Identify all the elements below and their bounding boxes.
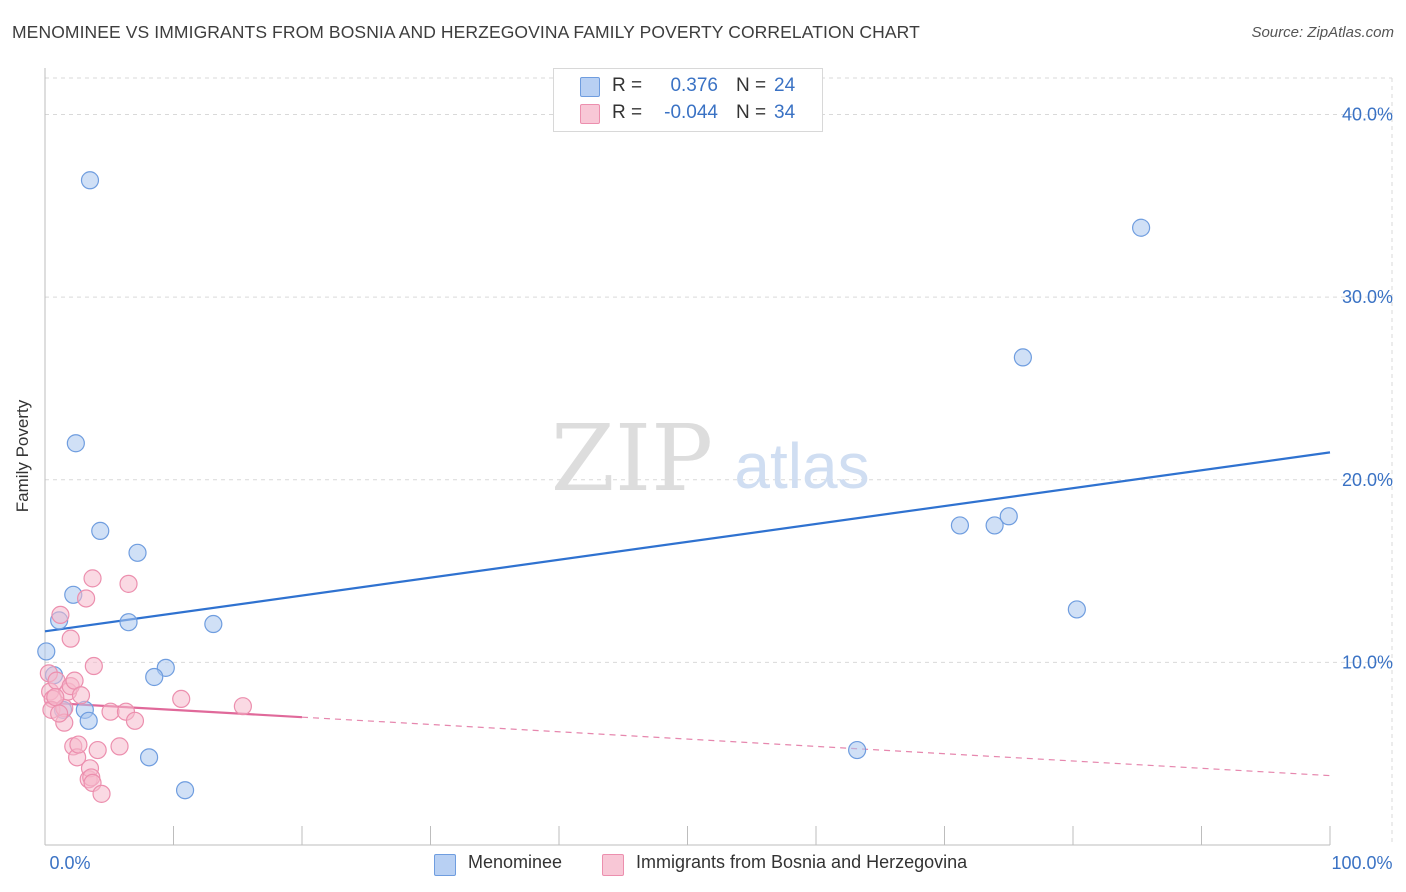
menominee-point <box>80 171 100 190</box>
chart-title: MENOMINEE VS IMMIGRANTS FROM BOSNIA AND … <box>12 22 920 42</box>
x-tick-label-min: 0.0% <box>49 853 90 873</box>
bottom-legend-label: Immigrants from Bosnia and Herzegovina <box>636 852 968 872</box>
menominee-point <box>128 543 147 562</box>
legend-n-label: N = <box>736 75 767 96</box>
y-tick-label: 30.0% <box>1342 287 1393 307</box>
x-tick-label-max: 100.0% <box>1331 853 1392 873</box>
bottom-legend-label: Menominee <box>468 852 563 872</box>
menominee-point <box>119 613 138 632</box>
menominee-point <box>139 748 159 767</box>
menominee-point <box>999 507 1018 526</box>
bosnia-point <box>125 711 145 730</box>
legend-n-value: 24 <box>774 75 796 96</box>
bosnia-point <box>83 569 102 588</box>
bottom-legend-swatch-pink <box>602 854 624 876</box>
legend-swatch-pink <box>580 104 600 124</box>
legend-r-value: 0.376 <box>670 75 718 96</box>
tick-label-layer: 0.0% 100.0% Family Poverty 10.0% 20.0% 30.… <box>13 105 1393 873</box>
menominee-point <box>950 516 970 535</box>
bosnia-point <box>50 704 69 723</box>
bosnia-point <box>61 629 80 648</box>
y-tick-label: 10.0% <box>1342 652 1393 672</box>
bosnia-point <box>77 589 96 608</box>
menominee-point <box>1067 600 1086 619</box>
bosnia-point <box>84 656 103 676</box>
bosnia-point <box>88 740 107 760</box>
menominee-point <box>204 614 223 634</box>
menominee-point <box>985 516 1004 535</box>
bosnia-point <box>51 605 70 625</box>
watermark-zip: ZIP <box>551 405 713 512</box>
bosnia-point <box>101 702 120 721</box>
menominee-point <box>1013 348 1032 367</box>
bosnia-point <box>71 686 91 705</box>
menominee-point <box>1132 218 1151 237</box>
source-credit: Source: ZipAtlas.com <box>1251 24 1394 41</box>
menominee-point <box>848 740 867 760</box>
menominee-point <box>66 434 85 453</box>
bottom-legend-swatch-blue <box>434 854 456 876</box>
watermark-atlas: atlas <box>734 430 869 502</box>
y-axis-label: Family Poverty <box>13 399 32 512</box>
correlation-legend: R = 0.376 N = 24 R = -0.044 N = 34 <box>553 68 823 132</box>
legend-n-value: 34 <box>774 102 796 123</box>
bosnia-point <box>233 697 252 716</box>
points-layer <box>37 171 1151 803</box>
bosnia-point <box>46 687 65 707</box>
bosnia-point <box>172 689 191 709</box>
watermark: ZIP atlas <box>551 405 870 512</box>
grid-layer <box>45 77 1393 845</box>
menominee-point <box>91 521 110 540</box>
y-tick-label: 40.0% <box>1342 105 1393 125</box>
bosnia-point <box>92 784 111 803</box>
legend-swatch-blue <box>580 77 600 97</box>
bosnia-point <box>119 574 138 593</box>
legend-n-label: N = <box>736 102 767 123</box>
legend-r-label: R = <box>612 102 643 123</box>
trend-line-menominee <box>44 451 1331 633</box>
bosnia-point <box>69 735 88 754</box>
menominee-point <box>145 667 164 687</box>
menominee-point <box>175 781 195 800</box>
legend-r-label: R = <box>612 75 643 96</box>
menominee-point <box>79 711 98 730</box>
y-tick-label: 20.0% <box>1342 470 1393 490</box>
trend-line-bosnia-dashed <box>301 716 1331 777</box>
bosnia-point <box>110 737 129 756</box>
menominee-point <box>37 642 56 661</box>
legend-r-value: -0.044 <box>664 102 718 123</box>
